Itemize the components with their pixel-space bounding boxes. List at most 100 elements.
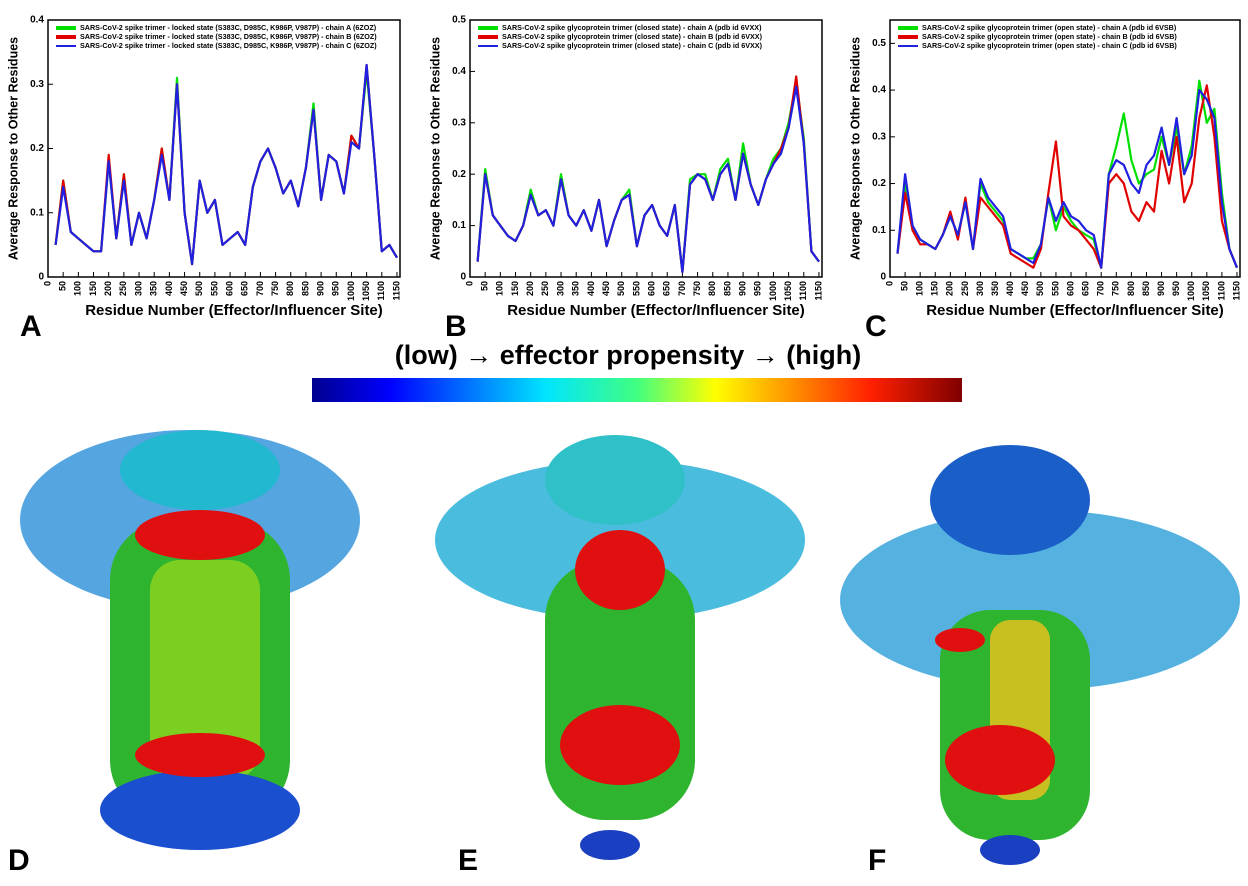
legend-label: SARS-CoV-2 spike glycoprotein trimer (cl… [502,41,763,50]
x-tick-label: 950 [753,281,763,296]
x-tick-label: 750 [270,281,280,296]
series-line [54,63,398,266]
x-tick-label: 250 [540,281,550,296]
x-tick-label: 700 [255,281,265,296]
x-tick-label: 600 [646,281,656,296]
x-axis-label: Residue Number (Effector/Influencer Site… [85,302,383,319]
panel-letter: B [445,310,467,343]
x-tick-label: 650 [662,281,672,296]
x-tick-label: 150 [930,281,940,296]
x-tick-label: 350 [990,281,1000,296]
x-tick-label: 900 [1156,281,1166,296]
x-tick-label: 600 [224,281,234,296]
y-axis-label: Average Response to Other Residues [6,37,20,260]
legend-label: SARS-CoV-2 spike glycoprotein trimer (op… [922,23,1177,32]
x-tick-label: 450 [1020,281,1030,296]
series-line [896,89,1239,269]
x-tick-label: 250 [118,281,128,296]
y-tick-label: 0.3 [30,79,44,90]
x-tick-label: 500 [1035,281,1045,296]
series-line [54,63,398,266]
x-tick-label: 250 [960,281,970,296]
structure-e [435,435,805,860]
x-tick-label: 1100 [376,281,386,301]
x-tick-label: 1000 [346,281,356,301]
legend-label: SARS-CoV-2 spike glycoprotein trimer (cl… [502,23,762,32]
x-tick-label: 200 [525,281,535,296]
x-tick-label: 50 [899,281,909,291]
x-tick-label: 550 [209,281,219,296]
y-tick-label: 0 [460,272,466,283]
x-tick-label: 800 [285,281,295,296]
legend-label: SARS-CoV-2 spike trimer - locked state (… [80,32,377,41]
x-axis-label: Residue Number (Effector/Influencer Site… [507,302,805,319]
x-tick-label: 500 [616,281,626,296]
x-tick-label: 300 [133,281,143,296]
plot-frame [47,19,401,278]
y-tick-label: 0.2 [872,178,886,189]
x-tick-label: 50 [58,281,68,291]
x-tick-label: 1050 [361,281,371,301]
x-tick-label: 200 [103,281,113,296]
x-tick-label: 50 [480,281,490,291]
x-tick-label: 550 [1050,281,1060,296]
y-tick-label: 0.5 [452,15,466,26]
x-tick-label: 600 [1065,281,1075,296]
x-tick-label: 1100 [798,281,808,301]
x-tick-label: 400 [164,281,174,296]
series-line [896,79,1239,269]
x-tick-label: 500 [194,281,204,296]
x-tick-label: 0 [42,281,52,286]
x-tick-label: 200 [945,281,955,296]
y-axis-label: Average Response to Other Residues [428,37,442,260]
x-tick-label: 1150 [813,281,823,301]
x-tick-label: 300 [975,281,985,296]
x-tick-label: 1050 [783,281,793,301]
colorbar-label: (low) → effector propensity → (high) [395,340,862,370]
x-tick-label: 1150 [391,281,401,301]
x-tick-label: 1050 [1201,281,1211,301]
x-tick-label: 900 [737,281,747,296]
y-tick-label: 0.4 [452,66,466,77]
y-tick-label: 0.4 [872,85,886,96]
x-tick-label: 850 [1141,281,1151,296]
series-line [476,85,820,273]
x-tick-label: 700 [677,281,687,296]
x-tick-label: 100 [73,281,83,296]
x-tick-label: 950 [331,281,341,296]
legend-label: SARS-CoV-2 spike glycoprotein trimer (cl… [502,32,763,41]
panel-letter: D [8,844,30,877]
x-tick-label: 650 [240,281,250,296]
colorbar [312,378,962,402]
y-tick-label: 0 [38,272,44,283]
x-tick-label: 650 [1080,281,1090,296]
legend-label: SARS-CoV-2 spike glycoprotein trimer (op… [922,41,1177,50]
x-tick-label: 850 [722,281,732,296]
x-tick-label: 450 [601,281,611,296]
y-tick-label: 0.2 [30,143,44,154]
x-tick-label: 1150 [1231,281,1241,301]
legend-label: SARS-CoV-2 spike glycoprotein trimer (op… [922,32,1177,41]
x-tick-label: 100 [915,281,925,296]
x-tick-label: 700 [1096,281,1106,296]
legend-label: SARS-CoV-2 spike trimer - locked state (… [80,41,377,50]
x-tick-label: 150 [510,281,520,296]
x-tick-label: 450 [179,281,189,296]
x-tick-label: 300 [555,281,565,296]
y-axis-label: Average Response to Other Residues [848,37,862,260]
y-tick-label: 0.4 [30,15,44,26]
y-tick-label: 0 [880,272,886,283]
x-axis-label: Residue Number (Effector/Influencer Site… [926,302,1224,319]
x-tick-label: 350 [149,281,159,296]
y-tick-label: 0.2 [452,169,466,180]
y-tick-label: 0.1 [872,225,886,236]
y-tick-label: 0.1 [30,207,44,218]
panel-letter: F [868,844,886,877]
x-tick-label: 0 [464,281,474,286]
plot-frame [469,19,823,278]
panel-letter: A [20,310,42,343]
x-tick-label: 1100 [1216,281,1226,301]
y-tick-label: 0.3 [872,131,886,142]
x-tick-label: 350 [571,281,581,296]
legend-label: SARS-CoV-2 spike trimer - locked state (… [80,23,377,32]
